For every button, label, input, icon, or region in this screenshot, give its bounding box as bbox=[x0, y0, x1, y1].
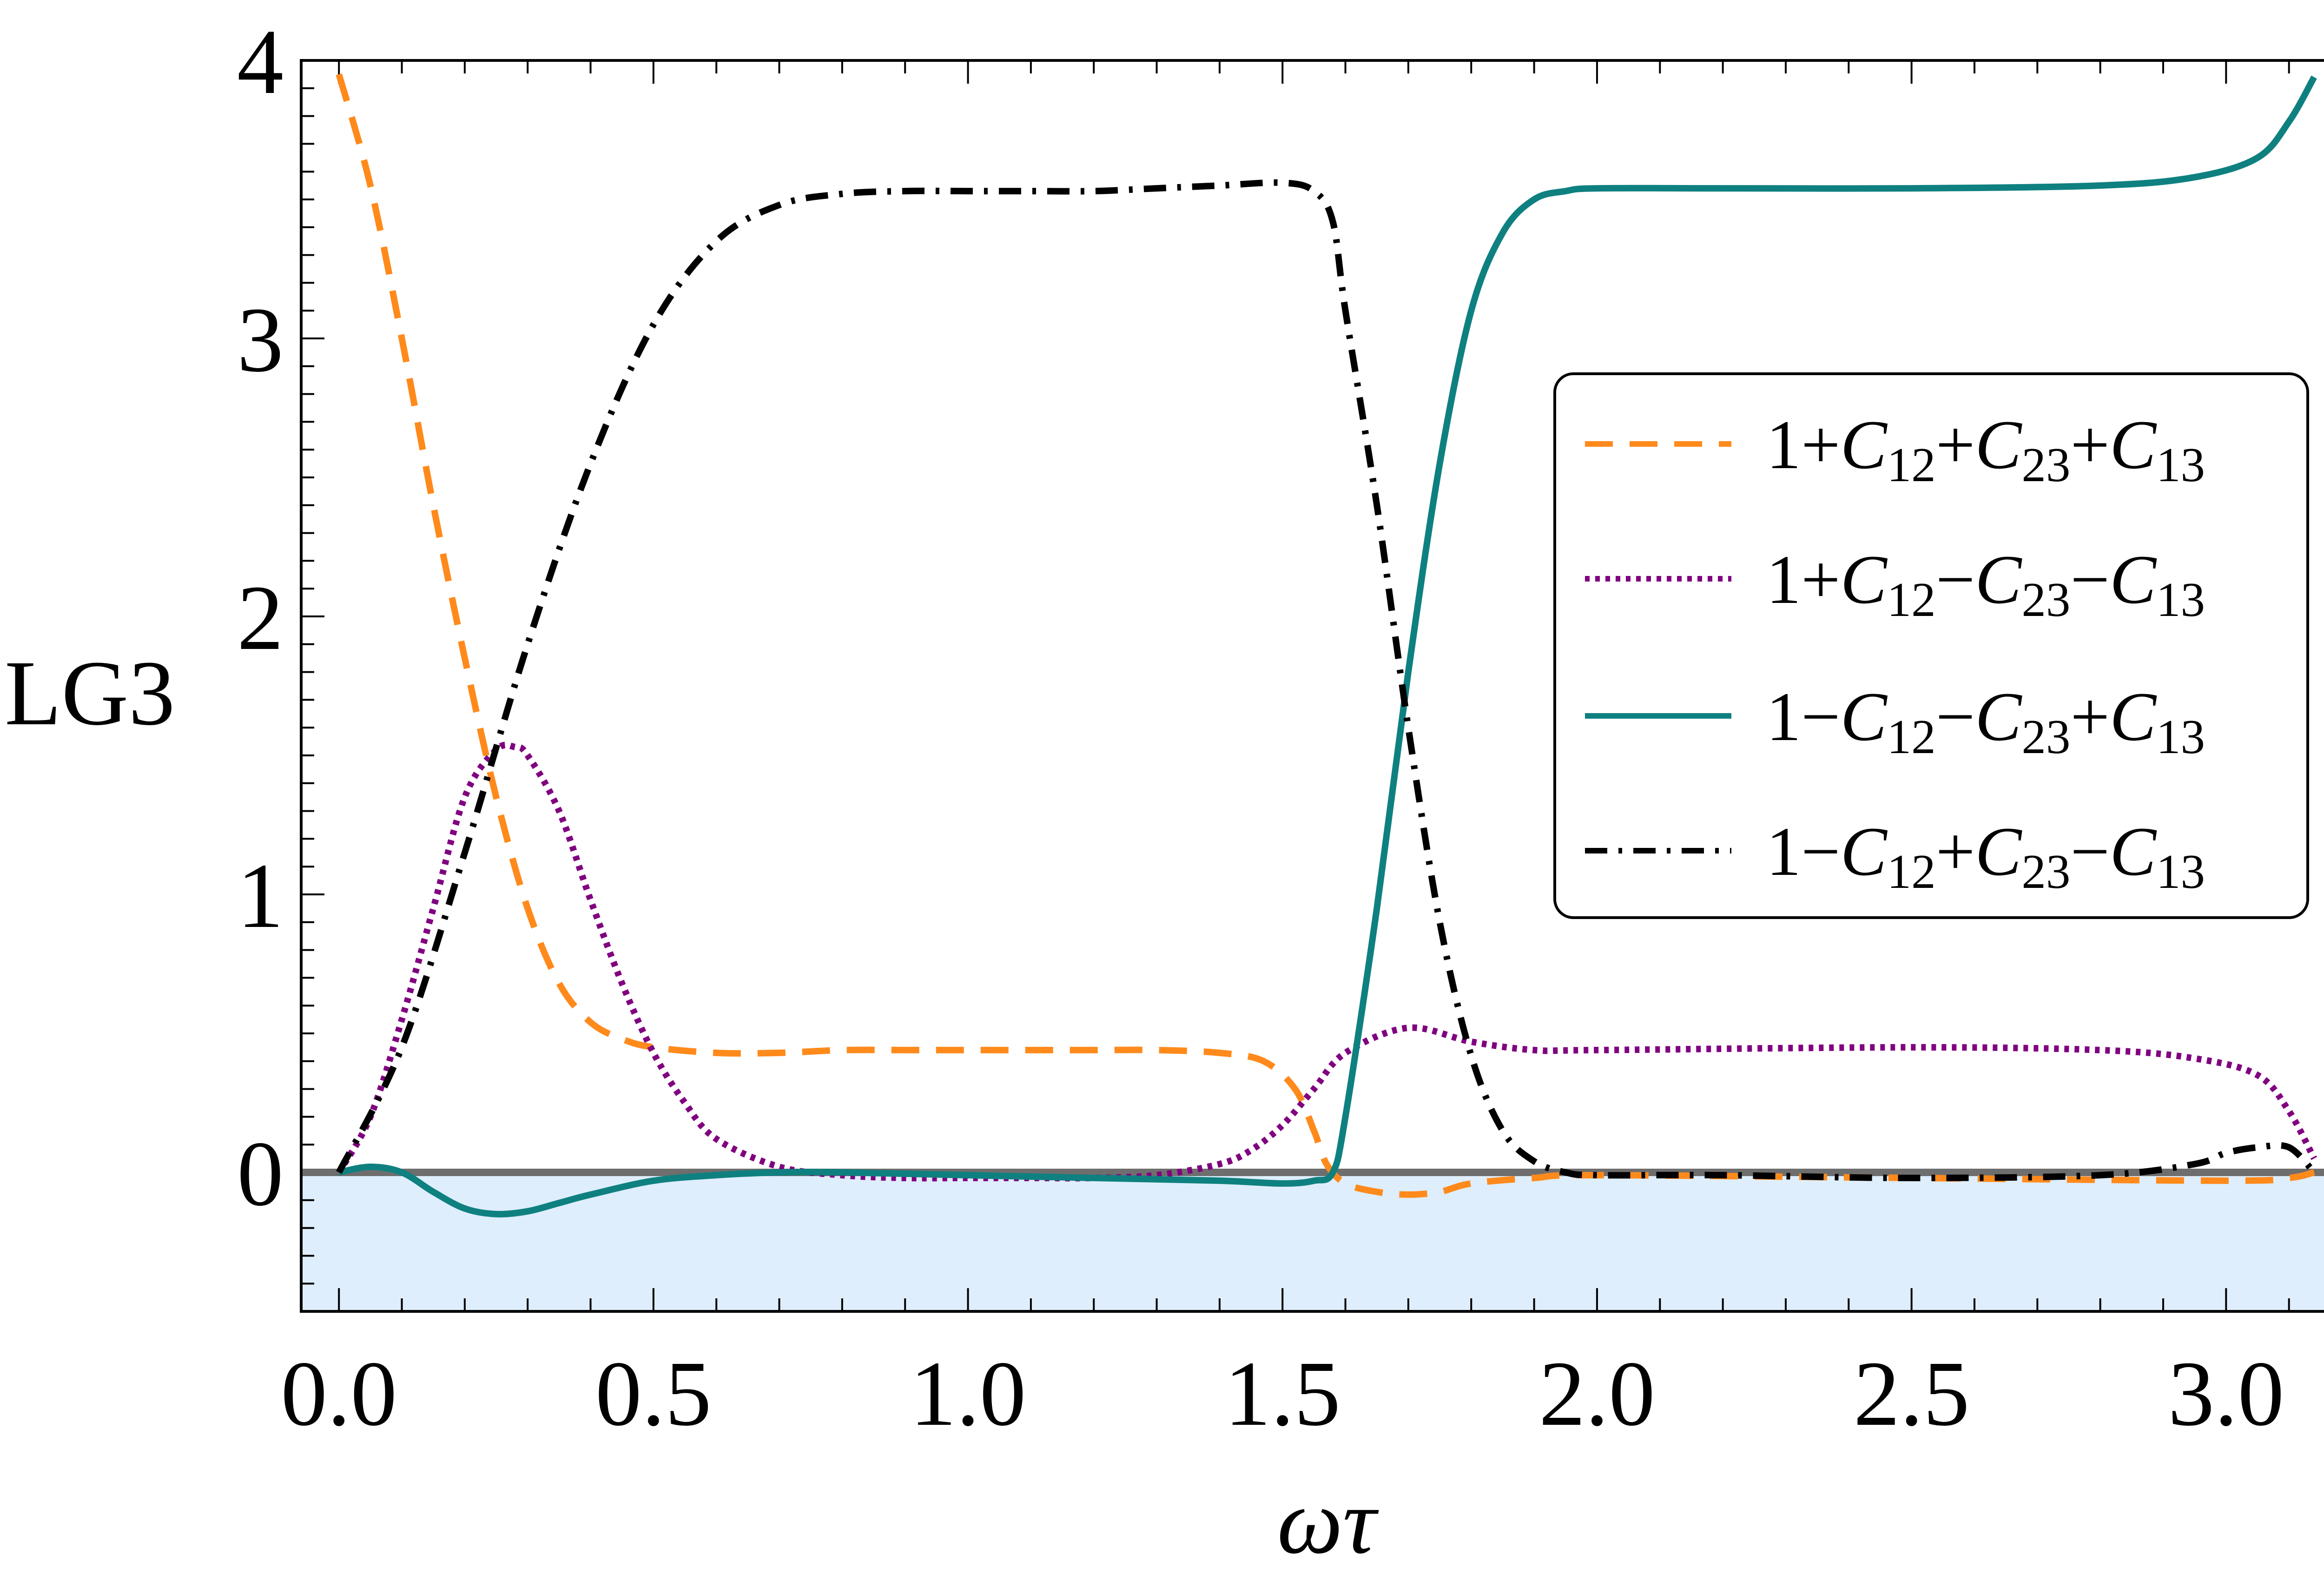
x-tick-label: 3.0 bbox=[2168, 1343, 2284, 1445]
x-tick-label: 0.5 bbox=[595, 1343, 712, 1445]
y-tick-label: 2 bbox=[237, 567, 284, 669]
x-tick-label: 1.0 bbox=[910, 1343, 1026, 1445]
legend-label: 1+C12+C23+C13 bbox=[1766, 406, 2205, 492]
series-line-3 bbox=[338, 75, 2317, 1217]
legend-items: 1+C12+C23+C13 1+C12−C23−C13 1−C12−C23+C13 1… bbox=[1585, 406, 2205, 899]
x-tick-label: 2.0 bbox=[1539, 1343, 1655, 1445]
legend-label: 1−C12−C23+C13 bbox=[1766, 678, 2205, 764]
legend-label: 1+C12−C23−C13 bbox=[1766, 541, 2205, 627]
y-tick-label: 3 bbox=[237, 289, 284, 391]
negative-region-shading bbox=[301, 1172, 2324, 1311]
x-tick-label: 0.0 bbox=[281, 1343, 397, 1445]
x-tick-label: 2.5 bbox=[1854, 1343, 1970, 1445]
y-axis-title: LG3 bbox=[5, 642, 175, 745]
minor-ticks bbox=[301, 60, 2290, 1312]
y-tick-label: 4 bbox=[237, 11, 284, 113]
series-line-1 bbox=[336, 73, 2315, 1198]
series-layer bbox=[336, 73, 2317, 1217]
y-tick-label: 1 bbox=[237, 845, 284, 947]
tick-labels: 0.0 0.5 1.0 1.5 2.0 2.5 3.0 0 1 2 3 4 bbox=[237, 11, 2284, 1445]
x-tick-label: 1.5 bbox=[1224, 1343, 1340, 1445]
x-axis-title: ωτ bbox=[1277, 1470, 1379, 1573]
legend-label: 1−C12+C23−C13 bbox=[1766, 813, 2205, 899]
legend: 1+C12+C23+C13 1+C12−C23−C13 1−C12−C23+C13 1… bbox=[1553, 372, 2309, 919]
y-tick-label: 0 bbox=[237, 1123, 284, 1225]
series-line-4 bbox=[336, 179, 2317, 1181]
legend-box bbox=[1553, 372, 2309, 919]
plot-frame bbox=[300, 59, 2324, 1313]
